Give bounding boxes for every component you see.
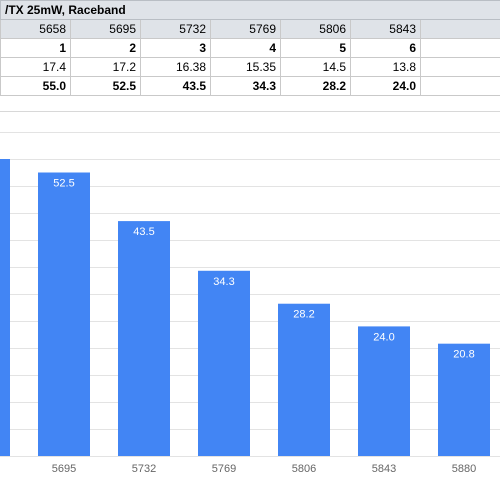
average-cell[interactable]: 34.3: [210, 76, 281, 96]
reading-cell[interactable]: 17.2: [70, 57, 141, 77]
reading-row: 17.4 17.2 16.38 15.35 14.5 13.8: [0, 57, 500, 77]
frequency-cell[interactable]: 5769: [210, 19, 281, 39]
sheet-divider: [0, 111, 500, 112]
x-tick-label: 5732: [132, 463, 156, 475]
average-row: 55.0 52.5 43.5 34.3 28.2 24.0: [0, 76, 500, 96]
average-cell[interactable]: 55.0: [0, 76, 71, 96]
x-tick-label: 5843: [372, 463, 396, 475]
bar: [358, 326, 410, 456]
bar: [38, 172, 90, 456]
bar: [278, 303, 330, 456]
x-tick-label: 5769: [212, 463, 236, 475]
bar-value-label: 43.5: [133, 226, 154, 238]
bar: [0, 159, 10, 456]
channel-row: 1 2 3 4 5 6: [0, 38, 500, 58]
frequency-row: 5658 5695 5732 5769 5806 5843: [0, 19, 500, 39]
bar-value-label: 24.0: [373, 331, 394, 343]
x-tick-label: 5806: [292, 463, 316, 475]
frequency-cell[interactable]: 5658: [0, 19, 71, 39]
x-tick-label: 5880: [452, 463, 476, 475]
bar-value-label: 34.3: [213, 276, 234, 288]
average-cell[interactable]: 43.5: [140, 76, 211, 96]
frequency-cell[interactable]: 5843: [350, 19, 421, 39]
table-title-row: /TX 25mW, Raceband: [0, 0, 500, 20]
frequency-cell[interactable]: 5695: [70, 19, 141, 39]
reading-cell[interactable]: 14.5: [280, 57, 351, 77]
bar: [438, 343, 490, 456]
bar: [198, 270, 250, 456]
data-table: /TX 25mW, Raceband 5658 5695 5732 5769 5…: [0, 0, 500, 96]
bar-value-label: 20.8: [453, 349, 474, 361]
average-cell[interactable]: 52.5: [70, 76, 141, 96]
x-tick-label: 5695: [52, 463, 76, 475]
frequency-cell[interactable]: 5806: [280, 19, 351, 39]
average-cell[interactable]: 28.2: [280, 76, 351, 96]
bar-value-label: 52.5: [53, 178, 74, 190]
bar: [118, 221, 170, 456]
bar-value-label: 28.2: [293, 309, 314, 321]
table-title[interactable]: /TX 25mW, Raceband: [0, 0, 500, 20]
